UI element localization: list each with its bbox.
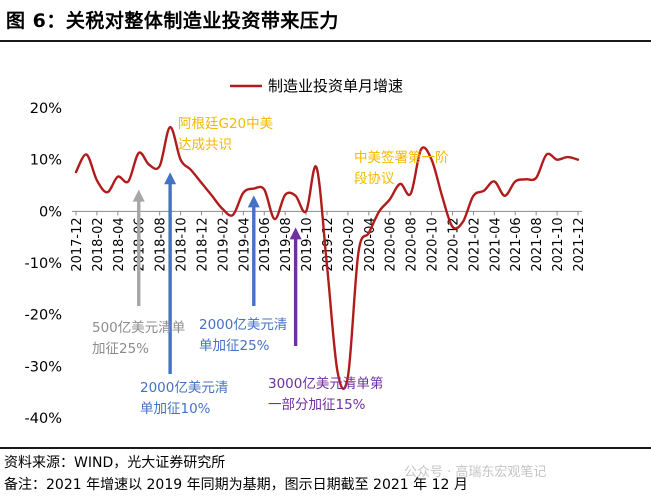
chart-legend: 制造业投资单月增速: [230, 77, 403, 95]
x-tick-label: 2019-08: [279, 217, 294, 271]
annotation-argentina: 阿根廷G20中美: [178, 116, 273, 132]
annotation-phase-one: 段协议: [354, 171, 395, 187]
x-tick-label: 2020-04: [363, 217, 378, 271]
x-tick-label: 2020-10: [426, 217, 441, 271]
footer-divider: [0, 447, 651, 449]
annotation-tariff-3000: 3000亿美元清单第: [268, 375, 383, 392]
legend-label: 制造业投资单月增速: [268, 77, 403, 95]
event-arrows: [132, 172, 302, 374]
x-tick-label: 2020-08: [405, 217, 420, 271]
y-tick-label: -20%: [25, 308, 62, 324]
x-tick-label: 2021-06: [509, 217, 524, 271]
x-tick-label: 2019-10: [300, 217, 315, 271]
x-tick-label: 2021-04: [488, 217, 503, 271]
x-tick-label: 2021-10: [551, 217, 566, 271]
annotation-tariff-2000-25: 单加征25%: [199, 338, 270, 354]
annotation-tariff-2000-10: 单加征10%: [140, 401, 211, 417]
remark-note: 备注：2021 年增速以 2019 年同期为基期，图示日期截至 2021 年 1…: [4, 477, 468, 493]
x-tick-label: 2021-02: [467, 217, 482, 271]
y-tick-label: 20%: [30, 101, 62, 117]
y-tick-label: -10%: [25, 256, 62, 272]
annotation-argentina: 达成共识: [178, 137, 232, 153]
x-tick-label: 2020-06: [384, 217, 399, 271]
x-tick-label: 2018-10: [175, 217, 190, 271]
x-tick-label: 2019-04: [237, 217, 252, 271]
y-tick-label: 10%: [30, 153, 62, 169]
series-line-manufacturing-investment: [74, 125, 580, 390]
annotation-tariff-2000-25: 2000亿美元清: [199, 317, 287, 333]
x-axis-labels: 2017-122018-022018-042018-062018-082018-…: [70, 217, 587, 271]
x-tick-label: 2018-04: [112, 217, 127, 271]
x-tick-label: 2019-06: [258, 217, 273, 271]
arrow-head: [132, 189, 145, 202]
zero-axis: [72, 210, 582, 216]
x-tick-label: 2020-12: [447, 217, 462, 271]
watermark-text: 公众号 · 高瑞东宏观笔记: [404, 465, 547, 480]
annotation-tariff-2000-10: 2000亿美元清: [140, 380, 228, 396]
figure-title: 图 6：关税对整体制造业投资带来压力: [6, 10, 339, 32]
x-tick-label: 2019-02: [216, 217, 231, 271]
annotation-tariff-500: 500亿美元清单: [92, 320, 185, 336]
x-tick-label: 2018-08: [154, 217, 169, 271]
x-tick-label: 2017-12: [70, 217, 85, 271]
y-tick-label: 0%: [39, 204, 62, 220]
annotation-phase-one: 中美签署第一阶: [354, 149, 449, 166]
x-tick-label: 2020-02: [342, 217, 357, 271]
annotation-tariff-3000: 一部分加征15%: [268, 397, 366, 413]
source-note: 资料来源：WIND，光大证券研究所: [4, 455, 226, 471]
x-tick-label: 2018-12: [196, 217, 211, 271]
x-tick-label: 2018-02: [91, 217, 106, 271]
line-chart: -40% -30% -20% -10% 0% 10% 20% 2017-12 2018-02 2…: [25, 77, 587, 427]
arrow-head: [164, 172, 177, 185]
x-tick-label: 2021-12: [572, 217, 587, 271]
annotation-tariff-500: 加征25%: [92, 341, 149, 357]
title-divider: [0, 40, 651, 42]
x-tick-label: 2021-08: [530, 217, 545, 271]
y-axis-labels: -40% -30% -20% -10% 0% 10% 20%: [25, 101, 62, 427]
arrow-head: [289, 227, 302, 240]
y-tick-label: -40%: [25, 411, 62, 427]
y-tick-label: -30%: [25, 359, 62, 375]
arrow-head: [247, 195, 260, 208]
